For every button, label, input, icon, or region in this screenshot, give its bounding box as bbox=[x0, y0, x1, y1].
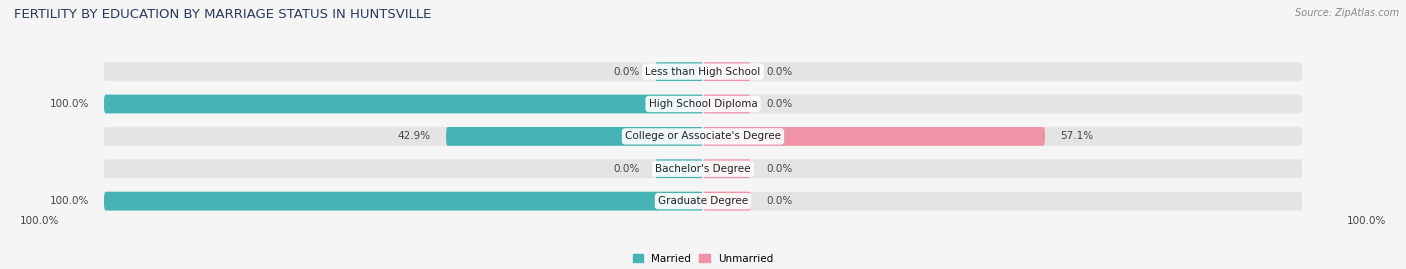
FancyBboxPatch shape bbox=[703, 127, 1045, 146]
Text: FERTILITY BY EDUCATION BY MARRIAGE STATUS IN HUNTSVILLE: FERTILITY BY EDUCATION BY MARRIAGE STATU… bbox=[14, 8, 432, 21]
Text: Source: ZipAtlas.com: Source: ZipAtlas.com bbox=[1295, 8, 1399, 18]
FancyBboxPatch shape bbox=[703, 159, 751, 178]
Text: College or Associate's Degree: College or Associate's Degree bbox=[626, 131, 780, 141]
FancyBboxPatch shape bbox=[104, 159, 1302, 178]
Text: 100.0%: 100.0% bbox=[1347, 216, 1386, 226]
FancyBboxPatch shape bbox=[104, 95, 703, 114]
Text: 0.0%: 0.0% bbox=[766, 164, 792, 174]
Text: 0.0%: 0.0% bbox=[614, 67, 640, 77]
FancyBboxPatch shape bbox=[446, 127, 703, 146]
FancyBboxPatch shape bbox=[104, 192, 1302, 211]
Text: Less than High School: Less than High School bbox=[645, 67, 761, 77]
Text: 0.0%: 0.0% bbox=[766, 67, 792, 77]
Text: 0.0%: 0.0% bbox=[766, 196, 792, 206]
FancyBboxPatch shape bbox=[655, 62, 703, 81]
FancyBboxPatch shape bbox=[104, 127, 1302, 146]
FancyBboxPatch shape bbox=[104, 192, 703, 211]
Text: 42.9%: 42.9% bbox=[398, 131, 432, 141]
FancyBboxPatch shape bbox=[703, 62, 751, 81]
Text: 57.1%: 57.1% bbox=[1060, 131, 1094, 141]
Text: 100.0%: 100.0% bbox=[20, 216, 59, 226]
FancyBboxPatch shape bbox=[104, 95, 1302, 114]
Text: Bachelor's Degree: Bachelor's Degree bbox=[655, 164, 751, 174]
Text: High School Diploma: High School Diploma bbox=[648, 99, 758, 109]
Text: 0.0%: 0.0% bbox=[766, 99, 792, 109]
Text: 0.0%: 0.0% bbox=[614, 164, 640, 174]
Text: 100.0%: 100.0% bbox=[49, 99, 89, 109]
FancyBboxPatch shape bbox=[703, 192, 751, 211]
FancyBboxPatch shape bbox=[104, 62, 1302, 81]
Text: Graduate Degree: Graduate Degree bbox=[658, 196, 748, 206]
FancyBboxPatch shape bbox=[703, 95, 751, 114]
FancyBboxPatch shape bbox=[655, 159, 703, 178]
Legend: Married, Unmarried: Married, Unmarried bbox=[633, 254, 773, 264]
Text: 100.0%: 100.0% bbox=[49, 196, 89, 206]
